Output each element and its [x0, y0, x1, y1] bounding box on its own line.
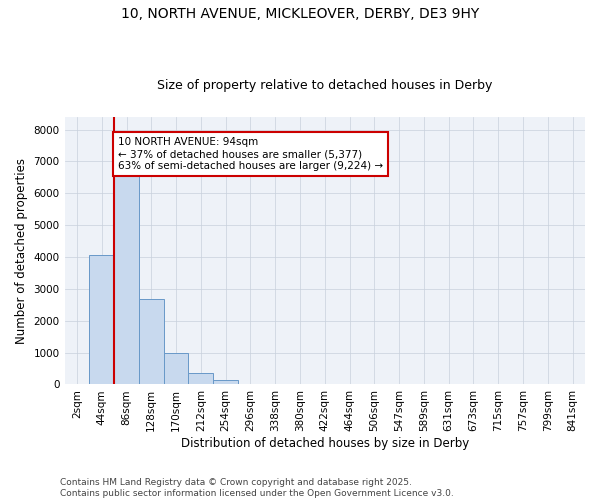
Bar	[164, 352, 188, 384]
Bar	[213, 380, 238, 384]
Bar	[188, 373, 213, 384]
Bar	[139, 299, 164, 384]
Bar	[89, 256, 114, 384]
Text: 10, NORTH AVENUE, MICKLEOVER, DERBY, DE3 9HY: 10, NORTH AVENUE, MICKLEOVER, DERBY, DE3…	[121, 8, 479, 22]
Text: Contains HM Land Registry data © Crown copyright and database right 2025.
Contai: Contains HM Land Registry data © Crown c…	[60, 478, 454, 498]
X-axis label: Distribution of detached houses by size in Derby: Distribution of detached houses by size …	[181, 437, 469, 450]
Bar	[114, 172, 139, 384]
Title: Size of property relative to detached houses in Derby: Size of property relative to detached ho…	[157, 79, 493, 92]
Y-axis label: Number of detached properties: Number of detached properties	[15, 158, 28, 344]
Text: 10 NORTH AVENUE: 94sqm
← 37% of detached houses are smaller (5,377)
63% of semi-: 10 NORTH AVENUE: 94sqm ← 37% of detached…	[118, 138, 383, 170]
